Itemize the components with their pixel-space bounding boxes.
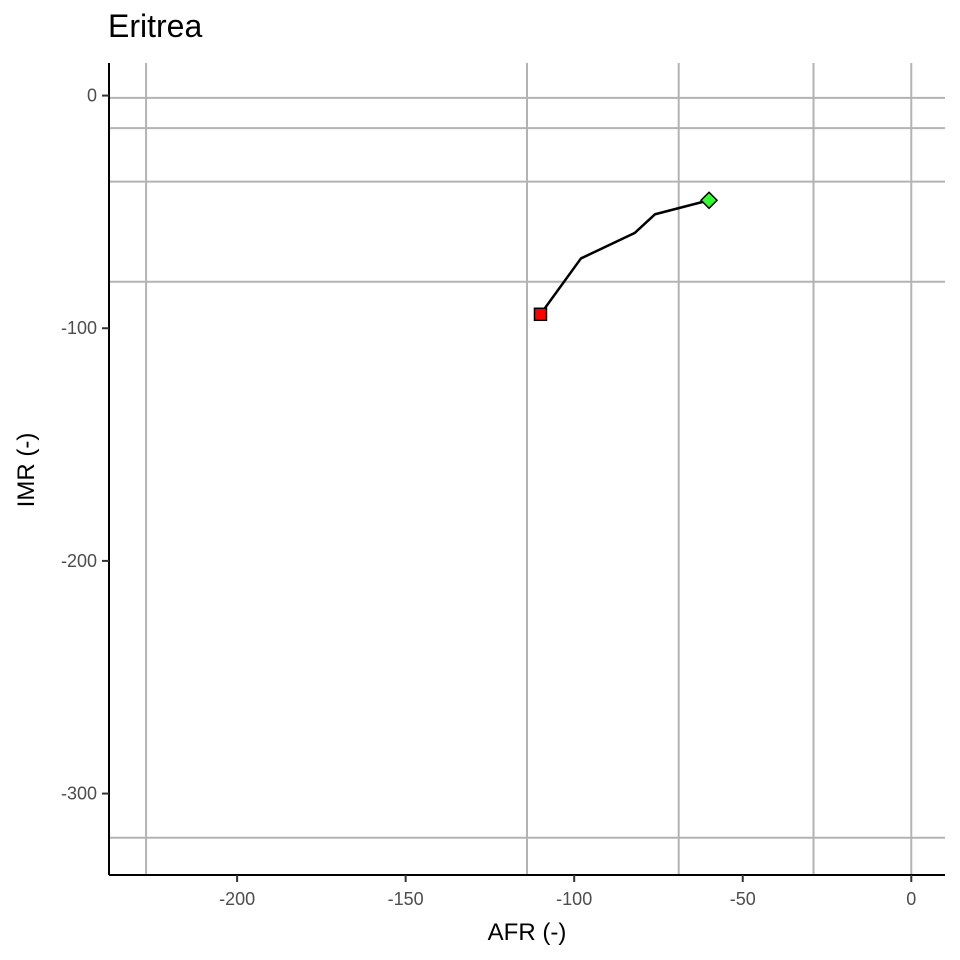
axes-layer <box>108 63 945 876</box>
y-tick-label-1: -100 <box>61 318 97 338</box>
x-tick-label-0: -200 <box>219 889 255 909</box>
x-axis-title: AFR (-) <box>488 919 567 946</box>
chart-title: Eritrea <box>108 8 203 44</box>
x-tick-label-2: -100 <box>556 889 592 909</box>
x-tick-label-3: -50 <box>730 889 756 909</box>
markers-layer <box>533 191 719 322</box>
start-marker-square <box>533 307 548 322</box>
x-tick-label-4: 0 <box>906 889 916 909</box>
x-tick-label-1: -150 <box>388 889 424 909</box>
y-axis-title: IMR (-) <box>13 433 40 508</box>
series-line-0 <box>539 199 710 316</box>
y-tick-label-0: 0 <box>87 86 97 106</box>
ticks-layer: -200 -150 -100 -50 0 0 -100 -200 -300 <box>61 86 916 909</box>
series-layer <box>539 199 710 316</box>
y-tick-label-2: -200 <box>61 551 97 571</box>
end-marker-diamond <box>699 191 719 210</box>
grid-layer <box>109 63 945 875</box>
y-tick-label-3: -300 <box>61 784 97 804</box>
